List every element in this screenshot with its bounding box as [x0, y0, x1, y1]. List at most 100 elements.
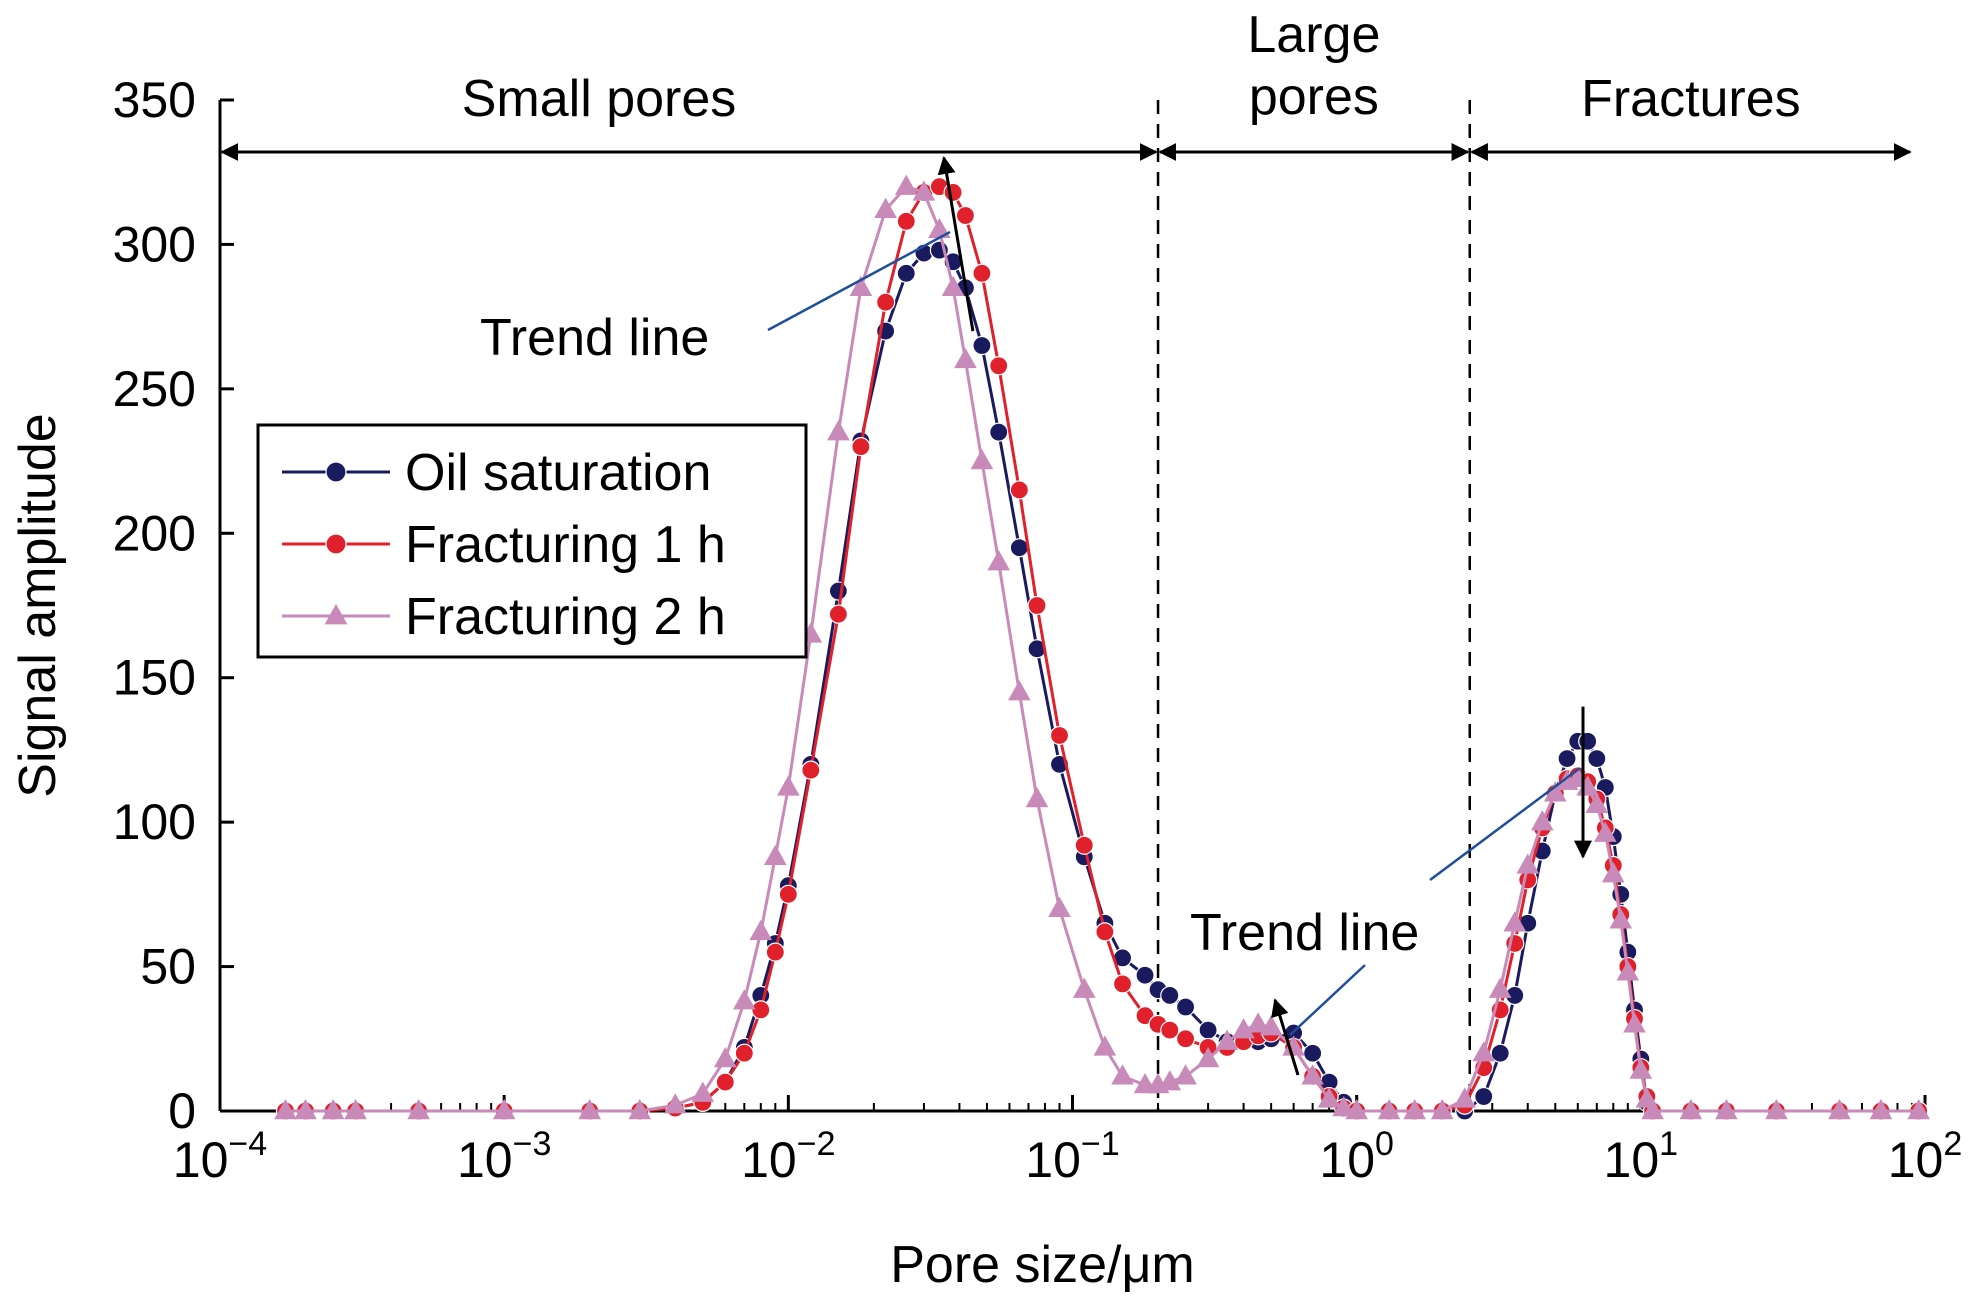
data-point [1317, 1087, 1341, 1108]
data-point [1303, 1043, 1323, 1063]
data-point [344, 1098, 367, 1120]
data-point [749, 919, 773, 941]
data-point [989, 356, 1009, 376]
data-point [733, 989, 756, 1010]
data-point [941, 275, 965, 296]
trend-label: Trend line [1190, 904, 1419, 962]
data-point [1869, 1098, 1893, 1120]
data-point [849, 275, 873, 296]
data-point [801, 760, 821, 780]
trend-leader-line [767, 230, 951, 332]
data-point [1503, 911, 1527, 932]
data-point [1175, 1029, 1196, 1049]
y-tick-label: 250 [113, 361, 196, 417]
data-point [1174, 1064, 1197, 1085]
legend-swatch-marker [325, 533, 347, 555]
data-point [1048, 896, 1071, 917]
legend-swatch-marker [325, 461, 347, 483]
data-point [578, 1098, 602, 1120]
x-tick-label: 10−1 [1025, 1125, 1119, 1188]
data-point [828, 604, 848, 624]
data-point [1009, 538, 1029, 558]
data-point [1135, 965, 1155, 985]
data-point [1430, 1098, 1454, 1120]
data-point [954, 347, 977, 369]
data-point [1641, 1098, 1664, 1120]
x-tick-label: 101 [1604, 1125, 1679, 1188]
data-point [1453, 1087, 1477, 1108]
data-point [1907, 1098, 1930, 1120]
data-point [989, 422, 1009, 442]
data-point [827, 420, 850, 441]
data-point [274, 1098, 297, 1120]
data-point [1765, 1098, 1788, 1120]
legend-label: Oil saturation [405, 444, 711, 502]
data-point [987, 550, 1011, 571]
series-line [285, 248, 1919, 1113]
legend-box [256, 423, 808, 659]
x-tick-label: 10−3 [457, 1125, 551, 1188]
data-point [1715, 1098, 1738, 1120]
data-point [1629, 1058, 1653, 1079]
data-point [851, 437, 871, 457]
data-point [1160, 985, 1180, 1006]
data-point [1332, 1096, 1355, 1117]
data-point [896, 211, 916, 231]
data-point [876, 292, 896, 312]
data-point [663, 1093, 687, 1114]
legend-label: Fracturing 1 h [405, 516, 726, 574]
data-point [1198, 1020, 1218, 1040]
data-point [734, 1043, 754, 1063]
data-point [874, 197, 897, 218]
legend-swatch-marker [324, 604, 348, 625]
data-point [628, 1098, 652, 1120]
trend-leader-line [1289, 964, 1366, 1036]
data-point [1472, 1041, 1496, 1062]
data-point [492, 1098, 516, 1120]
data-point [828, 581, 848, 601]
data-point [1301, 1064, 1324, 1085]
data-point [1490, 1043, 1510, 1063]
plot-area: 0 50 100 150 200 250 300 350 10−4 10−3 10−2 10−1 100… [9, 6, 1962, 1294]
data-point [1585, 792, 1609, 814]
data-point [1232, 1018, 1255, 1039]
x-tick-label: 10−4 [173, 1125, 267, 1188]
data-point [1027, 595, 1047, 616]
data-point [1488, 977, 1512, 998]
trend-arrow [1271, 998, 1300, 1076]
data-point [777, 775, 800, 796]
trend-arrow [937, 155, 975, 332]
y-tick-label: 300 [113, 216, 196, 272]
data-point [1828, 1098, 1851, 1120]
data-point [1008, 680, 1031, 701]
data-point [912, 180, 936, 201]
data-point [970, 449, 994, 470]
data-point [1345, 1098, 1368, 1120]
data-point [1516, 853, 1540, 874]
data-point [407, 1098, 430, 1120]
data-point [1259, 1015, 1283, 1036]
y-tick-label: 50 [140, 939, 196, 995]
region-label: Small pores [462, 70, 737, 128]
legend-label: Fracturing 2 h [405, 588, 726, 646]
data-point [1093, 1035, 1117, 1056]
x-tick-label: 100 [1319, 1125, 1394, 1188]
data-point [715, 1072, 735, 1092]
data-point [1158, 1070, 1182, 1091]
data-point [1474, 1086, 1494, 1107]
trend-label: Trend line [480, 309, 709, 367]
data-point [1679, 1098, 1703, 1120]
y-tick-label: 100 [113, 794, 196, 850]
data-point [894, 174, 918, 195]
data-point [1246, 1012, 1270, 1033]
region-label: pores [1249, 68, 1379, 126]
trend-leader-line [1429, 766, 1581, 882]
x-axis-title: Pore size/μm [890, 1236, 1194, 1294]
data-point [1025, 787, 1049, 808]
data-point [1609, 908, 1633, 929]
data-point [1557, 748, 1577, 769]
data-point [691, 1081, 715, 1102]
data-point [1074, 835, 1094, 855]
data-point [1049, 725, 1070, 746]
